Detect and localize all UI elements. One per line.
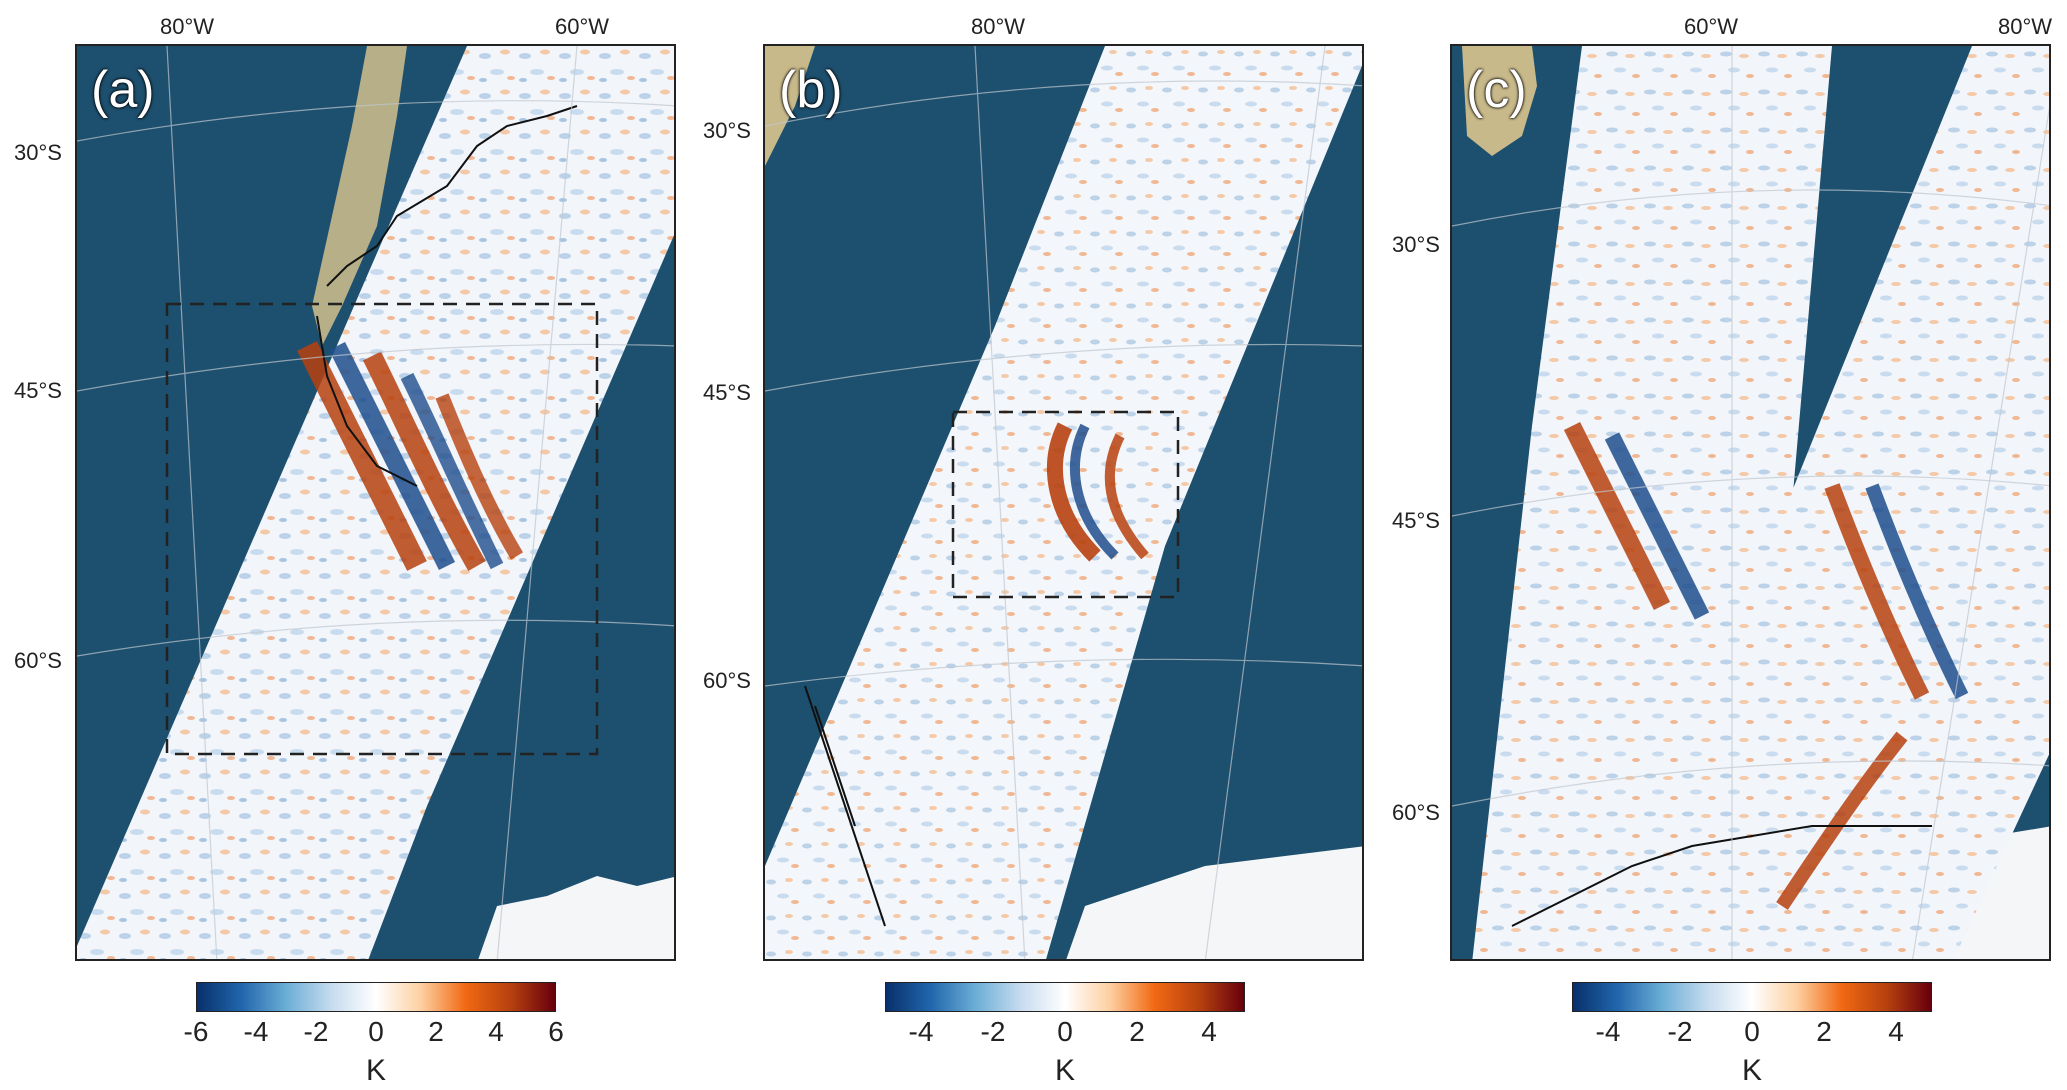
colorbar-c-tick: -4 <box>1595 1016 1621 1047</box>
antarctica-ice <box>1066 846 1362 959</box>
panel-a: 80°W 60°W 30°S 45°S 60°S <box>0 0 689 1090</box>
map-svg-b <box>765 46 1362 959</box>
lat-label-60s: 60°S <box>1392 800 1440 825</box>
lat-label-30s: 30°S <box>1392 232 1440 257</box>
colorbar-c-tick: -2 <box>1667 1016 1693 1047</box>
panel-c: 60°W 80°W 30°S 45°S 60°S <box>1378 0 2067 1090</box>
colorbar-c-tick: 0 <box>1744 1016 1760 1047</box>
graticule-a <box>77 46 674 959</box>
lat-label-45s: 45°S <box>703 380 751 405</box>
south-america-land <box>765 46 815 166</box>
panel-letter-c: (c) <box>1466 61 1527 119</box>
panel-letter-a: (a) <box>91 61 155 119</box>
coastline-a <box>316 105 578 487</box>
satellite-swath-c2 <box>1742 46 2049 959</box>
colorbar-b-tick: -2 <box>980 1016 1006 1047</box>
lon-label-80w: 80°W <box>160 14 215 39</box>
region-box-a <box>165 302 599 756</box>
map-svg-a <box>77 46 674 959</box>
colorbar-a-tick: 2 <box>428 1016 444 1047</box>
coastline-c <box>1511 825 1932 927</box>
lat-label-30s: 30°S <box>14 140 62 165</box>
colorbar-a-unit: K <box>365 1054 387 1087</box>
colorbar-c-unit: K <box>1741 1054 1763 1087</box>
lat-label-60s: 60°S <box>703 668 751 693</box>
lon-label-60w: 60°W <box>555 14 610 39</box>
wave-pattern-c <box>1563 421 1969 910</box>
lon-label-80w: 80°W <box>1998 14 2053 39</box>
lat-label-45s: 45°S <box>1392 508 1440 533</box>
lat-label-30s: 30°S <box>703 118 751 143</box>
colorbar-a-tick: -4 <box>243 1016 269 1047</box>
lat-label-60s: 60°S <box>14 648 62 673</box>
colorbar-a <box>196 982 556 1012</box>
lat-label-45s: 45°S <box>14 378 62 403</box>
map-svg-c <box>1452 46 2049 959</box>
graticule-b <box>765 46 1362 959</box>
map-panel-a[interactable]: (a) <box>75 44 676 961</box>
colorbar-a-tick: 0 <box>368 1016 384 1047</box>
colorbar-a-tick: -2 <box>303 1016 329 1047</box>
map-panel-b[interactable]: (b) <box>763 44 1364 961</box>
colorbar-b-tick: 4 <box>1201 1016 1217 1047</box>
antarctica-ice <box>478 876 674 959</box>
colorbar-a-tick: -6 <box>183 1016 209 1047</box>
colorbar-c <box>1572 982 1932 1012</box>
colorbar-b-tick: 0 <box>1057 1016 1073 1047</box>
colorbar-b <box>885 982 1245 1012</box>
panel-letter-b: (b) <box>779 61 843 119</box>
wave-pattern-a <box>297 341 524 571</box>
colorbar-b-unit: K <box>1054 1054 1076 1087</box>
wave-pattern-b <box>1047 422 1149 562</box>
coastline-b <box>804 685 886 927</box>
colorbar-a-tick: 6 <box>548 1016 564 1047</box>
south-america-land <box>1462 46 1537 156</box>
colorbar-b-tick: -4 <box>908 1016 934 1047</box>
south-america-land <box>312 46 407 346</box>
lon-label-60w: 60°W <box>1684 14 1739 39</box>
colorbar-c-tick: 2 <box>1816 1016 1832 1047</box>
colorbar-c-tick: 4 <box>1888 1016 1904 1047</box>
lon-label-80w: 80°W <box>971 14 1026 39</box>
colorbar-a-tick: 4 <box>488 1016 504 1047</box>
colorbar-b-tick: 2 <box>1129 1016 1145 1047</box>
map-panel-c[interactable]: (c) <box>1450 44 2051 961</box>
panel-b: 80°W 30°S 45°S 60°S <box>689 0 1378 1090</box>
graticule-c <box>1452 46 2049 959</box>
